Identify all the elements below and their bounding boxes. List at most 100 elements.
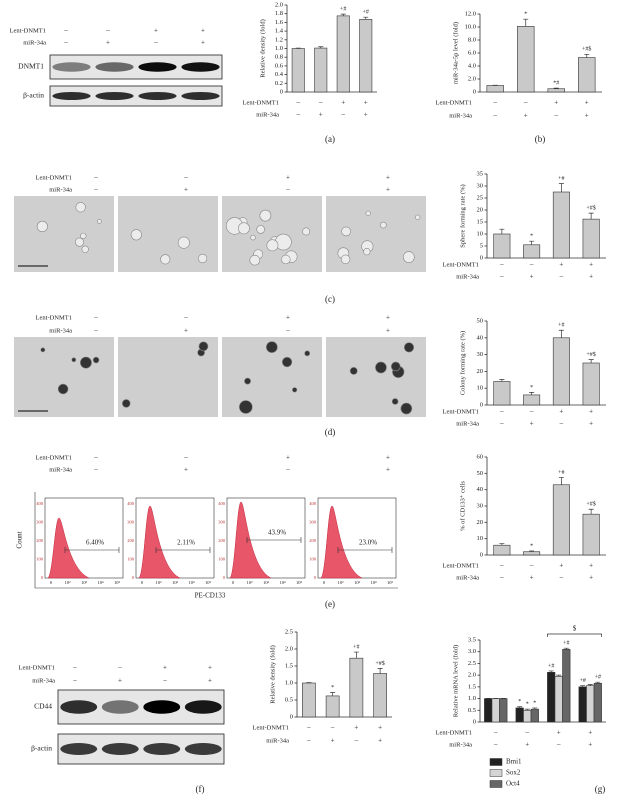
histogram-x-tick-label: 10² [156, 580, 163, 585]
condition-sign: – [559, 574, 564, 582]
condition-label: Lent-DNMT1 [36, 314, 72, 321]
y-tick-label: 0 [480, 254, 483, 261]
bar [547, 88, 565, 93]
gate [64, 547, 120, 553]
condition-sign: – [72, 677, 77, 685]
micrograph [14, 337, 114, 417]
error-bar [523, 18, 529, 27]
significance-label: +# [558, 323, 564, 329]
flow-y-label: Count [16, 531, 24, 548]
y-tick-label: 1.4 [275, 28, 284, 35]
sphere [130, 229, 142, 241]
histogram-x-tick-label: 0 [323, 580, 326, 585]
error-bar [588, 359, 594, 363]
condition-sign: + [559, 562, 563, 570]
condition-label: miR-34a [456, 273, 479, 280]
blot-band [138, 92, 177, 100]
colony [304, 350, 311, 357]
histogram-x-tick-label: 10⁴ [97, 580, 104, 585]
y-tick-label: 30 [477, 182, 484, 189]
condition-sign: + [319, 111, 323, 119]
condition-label: Lent-DNMT1 [436, 99, 472, 106]
blot-band [184, 700, 222, 714]
significance-label: +#$ [375, 660, 384, 667]
sphere [160, 254, 171, 265]
condition-sign: + [530, 273, 534, 281]
condition-sign: – [183, 174, 188, 182]
y-tick-label: 0 [473, 88, 476, 95]
y-tick-label: 60 [477, 453, 484, 460]
histogram-x-tick-label: 10⁵ [205, 580, 212, 585]
significance-label: * [530, 385, 533, 391]
condition-sign: – [493, 99, 498, 107]
histogram-x-tick-label: 0 [141, 580, 144, 585]
condition-sign: + [154, 27, 158, 35]
colony [121, 399, 131, 408]
condition-sign: + [184, 186, 188, 194]
condition-sign: – [341, 111, 346, 119]
condition-sign: + [589, 408, 593, 416]
colony [92, 356, 100, 364]
bar [493, 381, 511, 406]
bar [523, 244, 541, 259]
histogram [320, 505, 363, 579]
y-tick-label: 2.0 [468, 672, 476, 679]
sphere [75, 202, 86, 213]
condition-label: miR-34a [49, 327, 72, 334]
colony [40, 347, 46, 353]
condition-sign: + [286, 314, 290, 322]
bracket-label: $ [573, 625, 577, 633]
condition-sign: – [63, 27, 68, 35]
sphere [402, 251, 415, 263]
histogram-x-tick-label: 0 [232, 580, 235, 585]
histogram-y-tick-label: 200 [36, 538, 44, 543]
histogram [138, 505, 181, 579]
condition-sign: – [63, 39, 68, 47]
histogram-y-tick-label: 300 [218, 520, 226, 525]
condition-sign: – [153, 39, 158, 47]
sphere [302, 227, 311, 236]
sphere [340, 254, 351, 264]
gate [337, 547, 393, 553]
condition-label: Lent-DNMT1 [443, 261, 479, 268]
condition-label: Lent-DNMT1 [443, 562, 479, 569]
condition-label: miR-34a [449, 741, 472, 748]
histogram-x-tick-label: 10² [65, 580, 72, 585]
bar [554, 676, 563, 723]
bar [578, 57, 596, 93]
bar [515, 707, 524, 723]
y-tick-label: 0 [290, 713, 293, 720]
condition-sign: + [588, 741, 592, 749]
colony [375, 361, 387, 374]
blot-band [60, 743, 98, 755]
condition-sign: – [296, 111, 301, 119]
sphere [259, 209, 272, 222]
sphere [197, 253, 208, 264]
condition-sign: + [378, 724, 382, 732]
error-bar [529, 240, 535, 245]
error-bar [580, 685, 586, 687]
blot-band [184, 743, 222, 755]
y-axis-label: Relative density (fold) [259, 19, 266, 77]
histogram-y-tick-label: 200 [218, 538, 226, 543]
histogram-y-tick-label: 100 [309, 557, 317, 562]
condition-sign: – [529, 562, 534, 570]
condition-sign: + [386, 327, 390, 335]
condition-sign: + [201, 27, 205, 35]
histogram-y-tick-label: 200 [127, 538, 135, 543]
histogram-y-tick-label: 300 [309, 520, 317, 525]
blot-band [52, 92, 91, 100]
panel-label: (b) [535, 134, 546, 144]
condition-sign: – [105, 27, 110, 35]
condition-sign: + [386, 314, 390, 322]
y-tick-label: 0.6 [275, 62, 284, 69]
significance-label: * [530, 543, 533, 549]
condition-sign: + [589, 273, 593, 281]
condition-sign: + [525, 741, 529, 749]
y-tick-label: 0.4 [275, 71, 284, 78]
histogram-x-tick-label: 10⁵ [114, 580, 121, 585]
condition-sign: – [499, 261, 504, 269]
histogram-x-tick-label: 10⁴ [188, 580, 195, 585]
y-tick-label: 3.5 [468, 636, 476, 643]
blot-band [101, 743, 139, 755]
